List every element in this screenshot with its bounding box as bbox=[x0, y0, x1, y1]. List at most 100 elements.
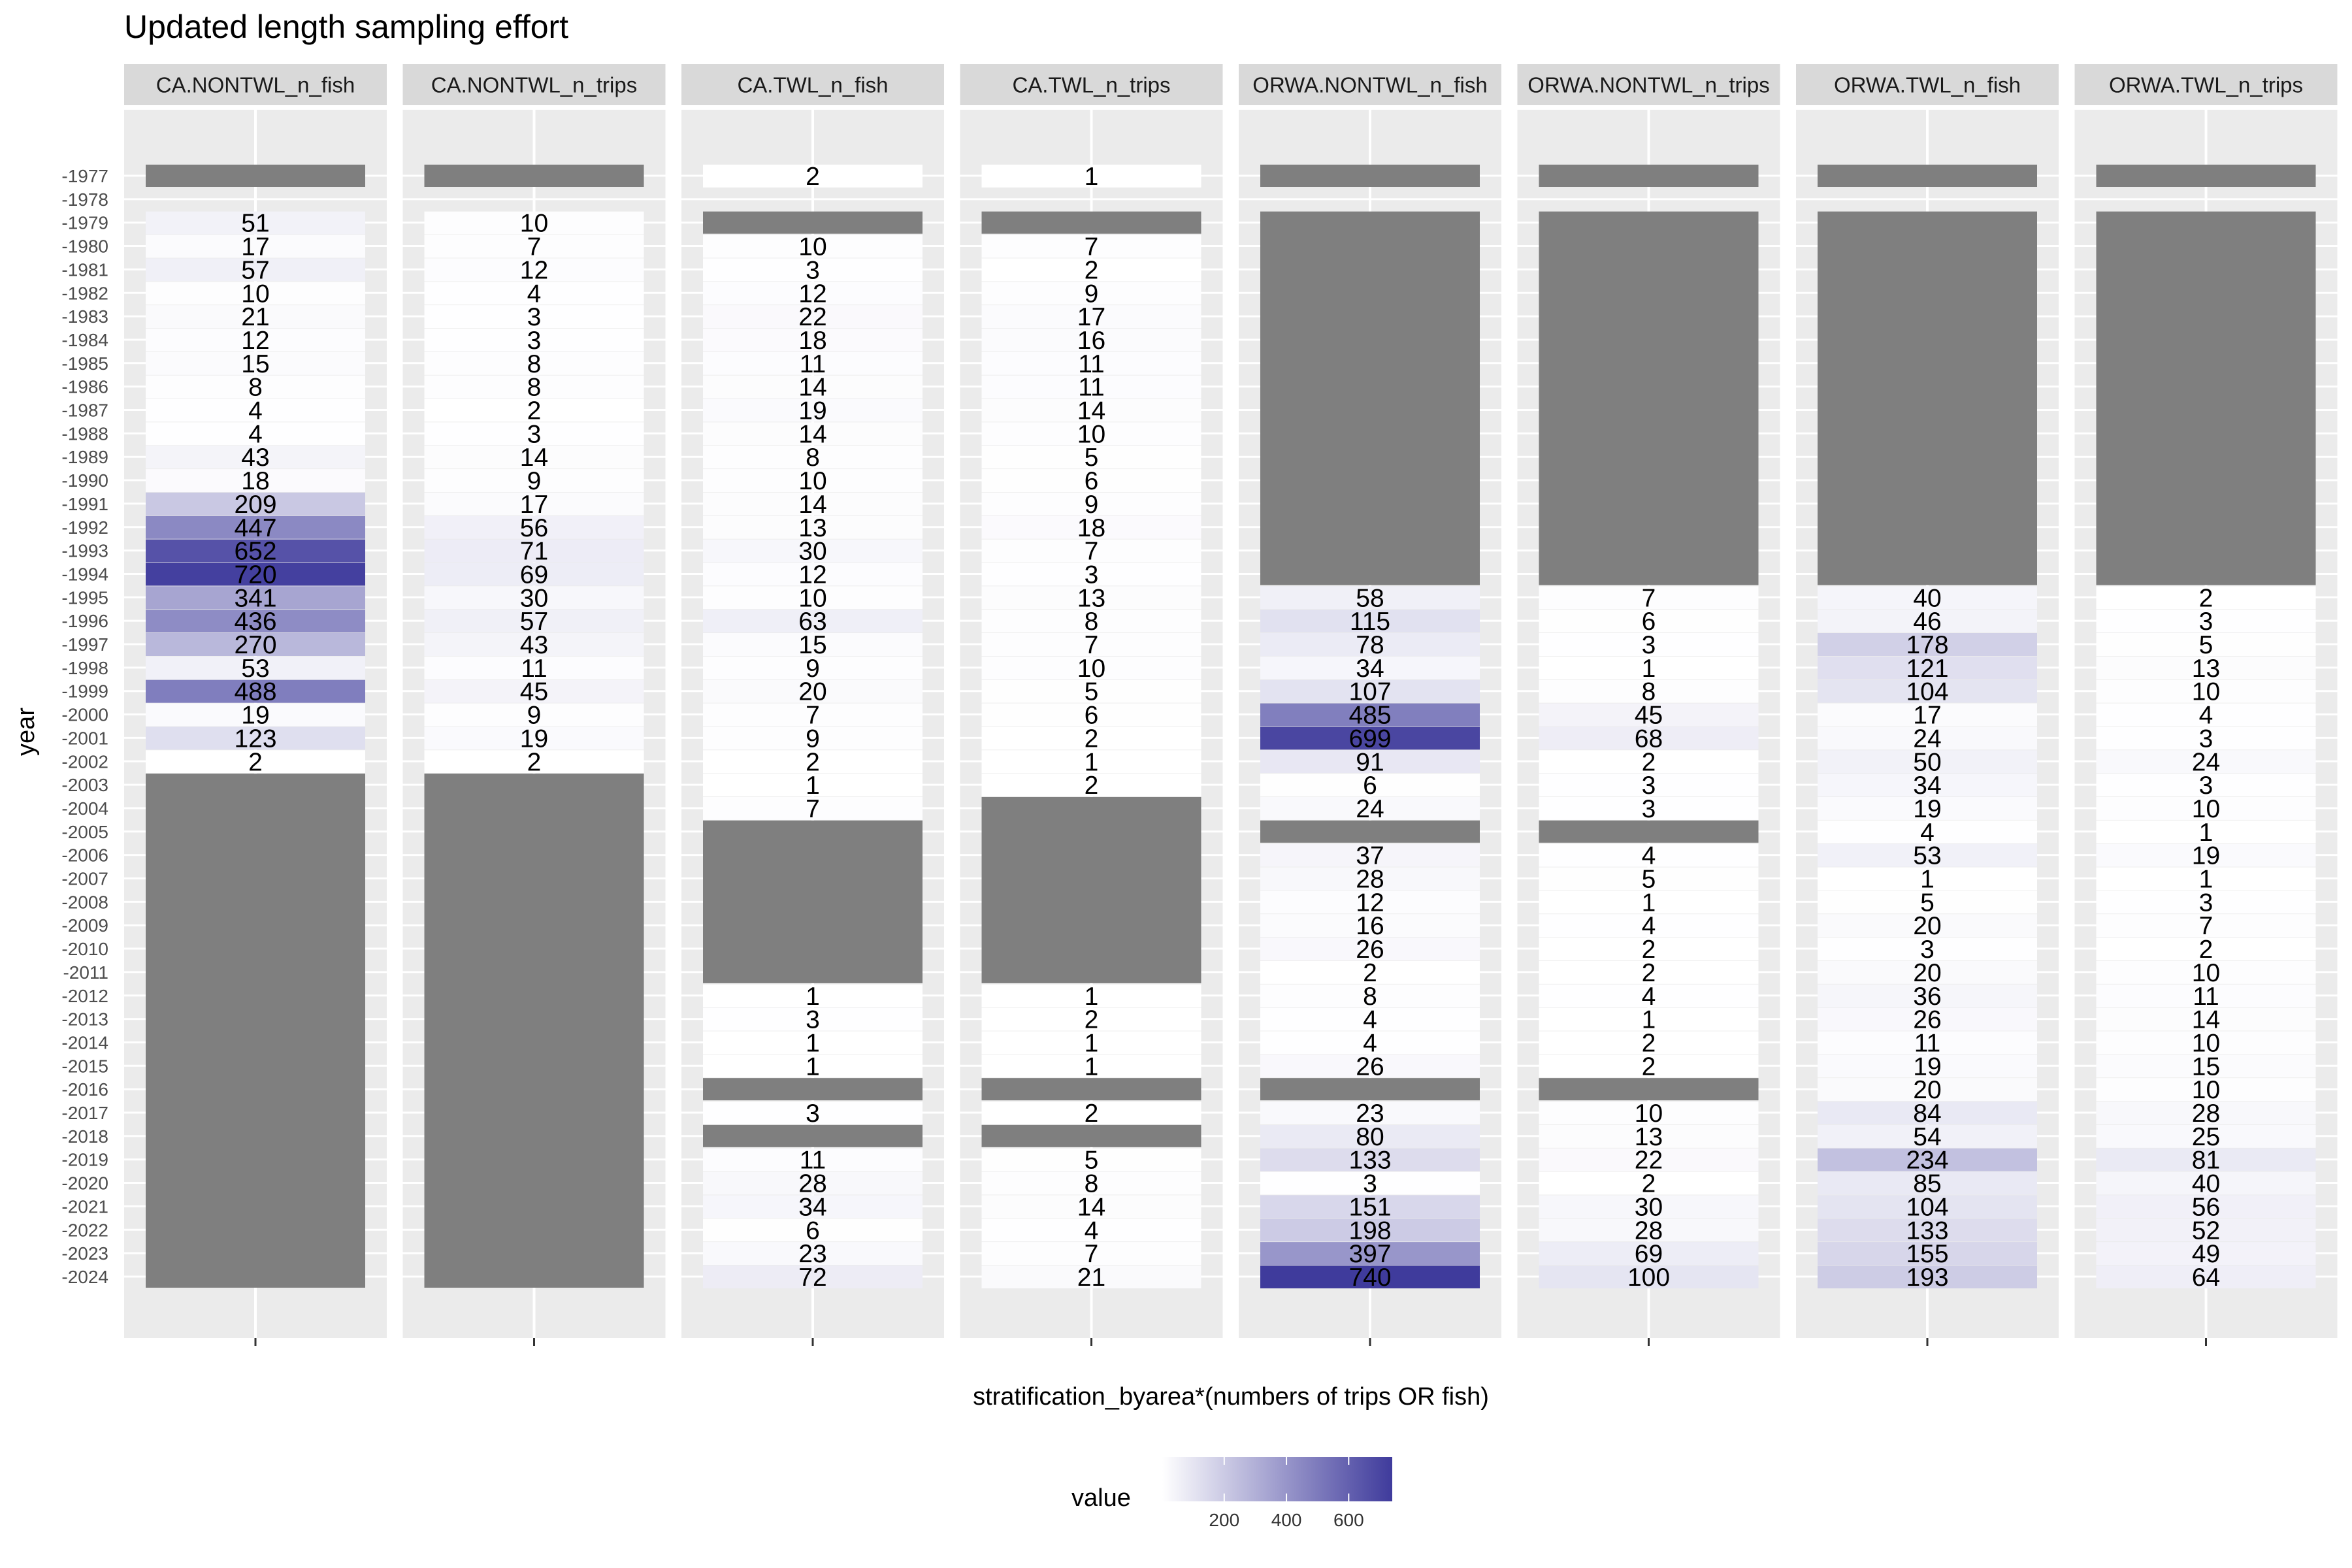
heatmap-cell bbox=[981, 1242, 1201, 1266]
cell-value-label: 3 bbox=[1642, 772, 1656, 800]
cell-value-label: 5 bbox=[1085, 1147, 1099, 1175]
color-legend: value 200 400 600 bbox=[1071, 1457, 1392, 1530]
heatmap-cell bbox=[1818, 1078, 2037, 1102]
cell-value-label: 19 bbox=[1913, 1053, 1941, 1081]
cell-value-label: 1 bbox=[806, 983, 820, 1011]
cell-value-label: 4 bbox=[248, 397, 263, 425]
cell-value-label: 1 bbox=[1085, 748, 1099, 776]
y-tick-label: -2011 bbox=[63, 962, 108, 983]
heatmap-cell bbox=[1260, 679, 1480, 703]
heatmap-cell bbox=[1539, 774, 1759, 797]
heatmap-cell bbox=[1260, 1102, 1480, 1124]
cell-value-label: 3 bbox=[1085, 561, 1099, 589]
cell-value-label: 56 bbox=[520, 514, 548, 542]
cell-value-label: 12 bbox=[1356, 889, 1384, 917]
facet-panels: CA.NONTWL_n_fish511757102112158444318209… bbox=[124, 64, 2338, 1346]
heatmap-cell bbox=[981, 984, 1201, 1007]
heatmap-cell bbox=[981, 446, 1201, 469]
cell-value-label: 4 bbox=[1363, 1029, 1377, 1057]
heatmap-cell bbox=[1539, 914, 1759, 938]
facet-strip bbox=[1796, 64, 2059, 105]
y-tick-label: -2016 bbox=[61, 1079, 108, 1100]
heatmap-cell bbox=[703, 679, 923, 703]
cell-value-label: 2 bbox=[1363, 959, 1377, 987]
heatmap-cell bbox=[1818, 1218, 2037, 1242]
cell-value-label: 4 bbox=[2199, 702, 2213, 730]
heatmap-cell bbox=[1539, 796, 1759, 820]
cell-value-label: 2 bbox=[2199, 936, 2213, 964]
cell-value-label: 26 bbox=[1356, 1053, 1384, 1081]
cell-value-label: 78 bbox=[1356, 631, 1384, 659]
heatmap-cell bbox=[146, 375, 365, 399]
heatmap-na-cell bbox=[146, 165, 365, 187]
legend-colorbar bbox=[1162, 1457, 1392, 1501]
heatmap-cell bbox=[2096, 984, 2316, 1007]
heatmap-na-cell bbox=[1539, 165, 1759, 187]
y-tick-label: -2003 bbox=[61, 775, 108, 795]
heatmap-cell bbox=[703, 1265, 923, 1288]
cell-value-label: 14 bbox=[798, 374, 826, 402]
heatmap-cell bbox=[2096, 727, 2316, 750]
heatmap-cell bbox=[424, 610, 644, 633]
y-tick-label: -1977 bbox=[61, 166, 108, 186]
heatmap-cell bbox=[424, 727, 644, 750]
heatmap-cell bbox=[981, 1265, 1201, 1288]
y-tick-label: -2005 bbox=[61, 822, 108, 842]
facet-strip-label: CA.NONTWL_n_fish bbox=[156, 73, 355, 97]
y-tick-label: -1989 bbox=[61, 447, 108, 467]
cell-value-label: 7 bbox=[527, 233, 542, 261]
y-tick-label: -1998 bbox=[61, 658, 108, 678]
heatmap-cell bbox=[1260, 1218, 1480, 1242]
cell-value-label: 5 bbox=[1642, 866, 1656, 894]
y-tick-label: -1981 bbox=[61, 259, 108, 280]
heatmap-cell bbox=[981, 375, 1201, 399]
cell-value-label: 19 bbox=[241, 702, 269, 730]
cell-value-label: 7 bbox=[1085, 538, 1099, 566]
heatmap-cell bbox=[2096, 586, 2316, 610]
cell-value-label: 4 bbox=[248, 420, 263, 448]
heatmap-cell bbox=[981, 328, 1201, 351]
cell-value-label: 3 bbox=[806, 256, 820, 284]
cell-value-label: 3 bbox=[1363, 1170, 1377, 1198]
cell-value-label: 6 bbox=[806, 1217, 820, 1245]
heatmap-cell bbox=[981, 750, 1201, 774]
heatmap-cell bbox=[1539, 1218, 1759, 1242]
heatmap-cell bbox=[703, 258, 923, 282]
heatmap-cell bbox=[146, 235, 365, 258]
cell-value-label: 2 bbox=[1085, 1006, 1099, 1034]
y-tick-label: -1985 bbox=[61, 353, 108, 374]
heatmap-cell bbox=[1539, 750, 1759, 774]
y-tick-label: -1982 bbox=[61, 283, 108, 303]
y-tick-label: -1987 bbox=[61, 400, 108, 421]
cell-value-label: 341 bbox=[234, 584, 276, 612]
cell-value-label: 7 bbox=[1085, 631, 1099, 659]
heatmap-cell bbox=[1260, 796, 1480, 820]
heatmap-cell bbox=[2096, 679, 2316, 703]
cell-value-label: 17 bbox=[1913, 702, 1941, 730]
heatmap-cell bbox=[703, 515, 923, 539]
cell-value-label: 2 bbox=[1085, 772, 1099, 800]
heatmap-cell bbox=[1539, 727, 1759, 750]
heatmap-na-cell bbox=[703, 820, 923, 983]
y-tick-label: -2004 bbox=[61, 798, 108, 819]
heatmap-na-cell bbox=[981, 796, 1201, 983]
cell-value-label: 10 bbox=[241, 280, 269, 308]
heatmap-cell bbox=[1260, 1265, 1480, 1288]
heatmap-cell bbox=[1818, 796, 2037, 820]
y-tick-label: -2020 bbox=[61, 1173, 108, 1194]
heatmap-cell bbox=[146, 446, 365, 469]
cell-value-label: 2 bbox=[1642, 959, 1656, 987]
cell-value-label: 104 bbox=[1906, 678, 1948, 706]
cell-value-label: 10 bbox=[1077, 420, 1105, 448]
heatmap-cell bbox=[1539, 1054, 1759, 1078]
cell-value-label: 22 bbox=[1635, 1147, 1663, 1175]
legend-tick-label: 600 bbox=[1333, 1510, 1364, 1530]
cell-value-label: 11 bbox=[1078, 350, 1105, 378]
cell-value-label: 20 bbox=[1913, 959, 1941, 987]
heatmap-cell bbox=[146, 492, 365, 515]
cell-value-label: 485 bbox=[1348, 702, 1391, 730]
heatmap-cell bbox=[424, 563, 644, 586]
cell-value-label: 13 bbox=[798, 514, 826, 542]
heatmap-cell bbox=[703, 399, 923, 422]
cell-value-label: 57 bbox=[520, 608, 548, 636]
